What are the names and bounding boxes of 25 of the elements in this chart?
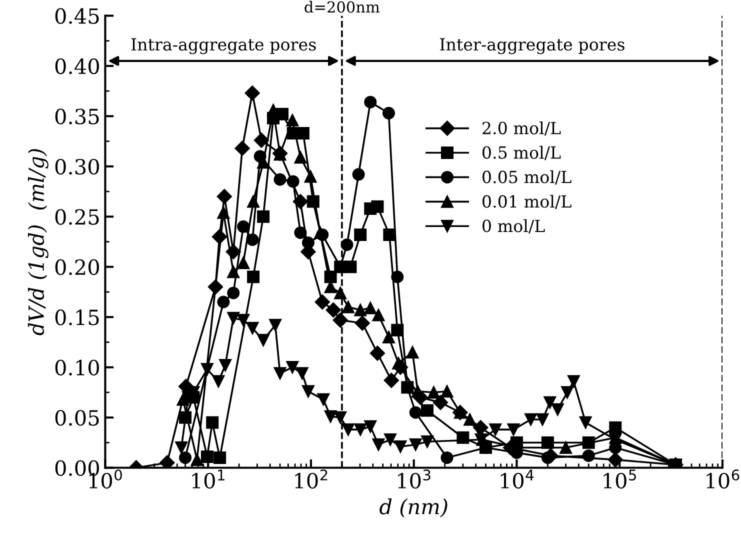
y-tick-label: 0.40 <box>55 58 99 74</box>
y-tick-label: 0.45 <box>55 8 99 24</box>
y-tick-label: 0.10 <box>55 360 99 376</box>
legend-label: 2.0 mol/L <box>482 121 561 136</box>
annotation: Inter-aggregate pores <box>440 38 624 54</box>
x-tick-label: 10$^{5}$ <box>604 470 636 489</box>
x-tick-label: 10$^{1}$ <box>192 470 224 489</box>
legend-label: 0.01 mol/L <box>482 194 572 210</box>
y-tick-label: 0.30 <box>55 158 99 175</box>
legend-label: 0 mol/L <box>482 219 545 234</box>
y-axis-title: dV/d (1gd) (ml/g) <box>28 149 48 336</box>
y-tick-label: 0.35 <box>55 108 99 124</box>
annotation: Intra-aggregate pores <box>131 38 316 54</box>
x-tick-label: 10$^{6}$ <box>706 469 740 489</box>
y-tick-label: 0.05 <box>55 410 99 426</box>
y-tick-label: 0.20 <box>55 259 99 276</box>
x-tick-label: 10$^{3}$ <box>398 469 430 489</box>
legend-label: 0.05 mol/L <box>482 170 572 185</box>
x-tick-label: 10$^{4}$ <box>500 470 534 489</box>
x-tick-label: 10$^{2}$ <box>295 469 328 489</box>
legend-label: 0.5 mol/L <box>482 146 561 160</box>
x-axis-title: d (nm) <box>380 498 448 518</box>
y-tick-label: 0.15 <box>55 310 99 326</box>
ref-line-label: d=200nm <box>304 0 380 13</box>
y-tick-label: 0.25 <box>55 209 99 225</box>
